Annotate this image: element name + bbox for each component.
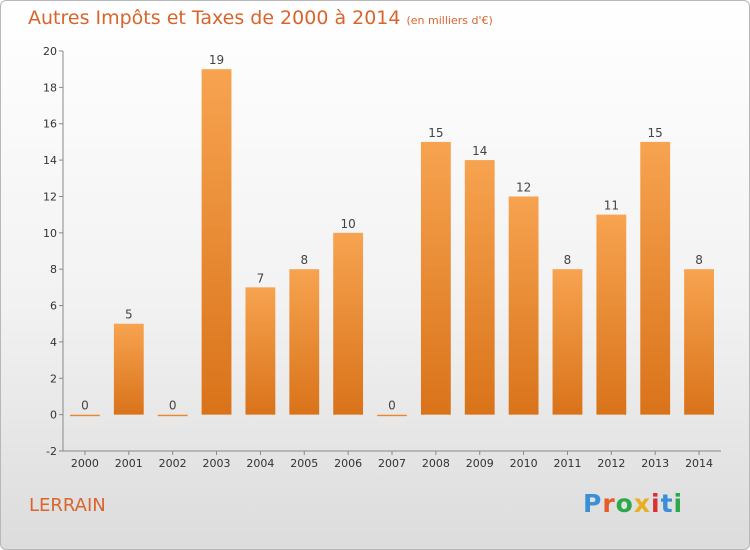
bar-2011[interactable] <box>552 269 583 415</box>
x-tick-label: 2010 <box>510 457 538 470</box>
chart-title-text: Autres Impôts et Taxes de 2000 à 2014 <box>28 7 401 29</box>
town-name: LERRAIN <box>29 495 106 516</box>
data-label: 15 <box>648 126 663 140</box>
x-tick-label: 2007 <box>378 457 406 470</box>
bar-2009[interactable] <box>464 160 495 415</box>
bar-2013[interactable] <box>640 141 671 415</box>
y-tick-label: 20 <box>43 45 57 58</box>
x-tick-label: 2006 <box>334 457 362 470</box>
x-tick-label: 2011 <box>553 457 581 470</box>
y-tick-label: 2 <box>50 372 57 385</box>
x-tick-label: 2012 <box>597 457 625 470</box>
data-label: 8 <box>300 253 308 267</box>
y-tick-label: 10 <box>43 227 57 240</box>
logo-letter: t <box>660 489 674 518</box>
y-tick-label: 18 <box>43 81 57 94</box>
y-tick-label: 4 <box>50 336 57 349</box>
x-tick-label: 2004 <box>246 457 274 470</box>
data-label: 0 <box>388 399 396 413</box>
data-label: 19 <box>209 53 224 67</box>
bar-2012[interactable] <box>596 214 627 415</box>
x-tick-label: 2001 <box>115 457 143 470</box>
x-tick-label: 2013 <box>641 457 669 470</box>
logo-letter: i <box>651 489 661 518</box>
x-tick-label: 2003 <box>203 457 231 470</box>
logo-letter: x <box>633 489 651 518</box>
proxiti-logo[interactable]: Proxiti <box>583 489 683 518</box>
bar-2006[interactable] <box>333 232 364 415</box>
y-tick-label: 0 <box>50 409 57 422</box>
x-tick-label: 2008 <box>422 457 450 470</box>
chart-title: Autres Impôts et Taxes de 2000 à 2014 (en… <box>28 7 493 29</box>
data-label: 14 <box>472 144 487 158</box>
logo-letter: P <box>583 489 603 518</box>
logo-letter: i <box>673 489 684 518</box>
data-label: 8 <box>564 253 572 267</box>
bar-2001[interactable] <box>113 323 144 415</box>
x-tick-label: 2014 <box>685 457 713 470</box>
data-label: 12 <box>516 180 531 194</box>
bar-2000[interactable] <box>70 414 100 417</box>
data-label: 5 <box>125 308 133 322</box>
bar-2003[interactable] <box>201 69 232 415</box>
x-tick-label: 2000 <box>71 457 99 470</box>
x-tick-label: 2009 <box>466 457 494 470</box>
y-tick-label: 12 <box>43 190 57 203</box>
bar-2002[interactable] <box>157 414 188 417</box>
data-label: 0 <box>81 399 89 413</box>
bar-2010[interactable] <box>508 196 539 415</box>
bar-2008[interactable] <box>420 141 451 415</box>
chart-subtitle: (en milliers d'€) <box>406 14 493 27</box>
data-label: 8 <box>695 253 703 267</box>
data-label: 15 <box>428 126 443 140</box>
data-label: 10 <box>340 217 355 231</box>
bar-2007[interactable] <box>377 414 407 417</box>
y-tick-label: 8 <box>50 263 57 276</box>
logo-letter: o <box>615 489 634 518</box>
logo-letter: r <box>602 489 616 518</box>
y-tick-label: -2 <box>46 445 57 458</box>
y-tick-label: 14 <box>43 154 57 167</box>
bar-2004[interactable] <box>245 287 276 415</box>
data-label: 0 <box>169 399 177 413</box>
bar-2014[interactable] <box>684 269 714 415</box>
x-tick-label: 2002 <box>159 457 187 470</box>
x-tick-label: 2005 <box>290 457 318 470</box>
data-label: 11 <box>604 199 619 213</box>
bar-2005[interactable] <box>289 269 320 415</box>
y-tick-label: 6 <box>50 300 57 313</box>
data-label: 7 <box>257 271 265 285</box>
y-tick-label: 16 <box>43 118 57 131</box>
